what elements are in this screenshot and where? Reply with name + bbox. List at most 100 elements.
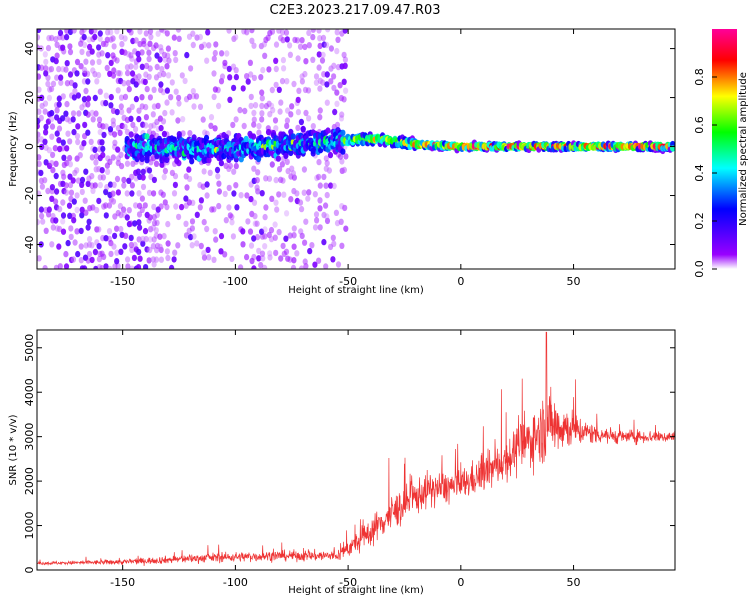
heatmap-cell (71, 198, 77, 205)
heatmap-cell (223, 217, 229, 224)
heatmap-cell (302, 239, 308, 246)
heatmap-cell (72, 169, 78, 177)
heatmap-cell (146, 73, 152, 81)
heatmap-cell (201, 218, 207, 226)
heatmap-cell (339, 158, 345, 165)
heatmap-cell (136, 115, 142, 123)
heatmap-cell (339, 111, 345, 118)
heatmap-cell (292, 36, 298, 44)
heatmap-cell (129, 265, 135, 269)
heatmap-cell (112, 213, 118, 220)
heatmap-cell (231, 84, 237, 92)
heatmap-cell (103, 202, 109, 209)
heatmap-cell (299, 265, 305, 269)
heatmap-cell (154, 153, 160, 160)
heatmap-cell (288, 111, 294, 118)
heatmap-cell (151, 261, 157, 268)
heatmap-cell (231, 190, 237, 197)
heatmap-cell (100, 151, 106, 159)
heatmap-cell (68, 189, 75, 196)
heatmap-cell (60, 115, 66, 122)
heatmap-cell (106, 228, 113, 235)
heatmap-cell (75, 177, 81, 184)
heatmap-cell (146, 257, 152, 264)
y-tick-label: 5000 (23, 334, 36, 362)
heatmap-cell (61, 173, 67, 180)
heatmap-cell (85, 101, 91, 108)
heatmap-cell (302, 70, 308, 78)
heatmap-cell (171, 256, 177, 263)
heatmap-cell (204, 181, 210, 188)
heatmap-cell (326, 167, 332, 174)
heatmap-cell (184, 184, 190, 191)
y-tick-label: 4000 (23, 378, 36, 406)
heatmap-cell (277, 166, 283, 173)
heatmap-cell (173, 88, 179, 95)
heatmap-cell (240, 228, 246, 235)
heatmap-cell (147, 65, 153, 72)
heatmap-cell (162, 56, 168, 63)
heatmap-cell (218, 159, 224, 167)
heatmap-cell (190, 41, 196, 49)
heatmap-cell (94, 206, 100, 214)
heatmap-cell (150, 224, 156, 231)
heatmap-cell (247, 59, 253, 66)
spectrogram-frame (36, 28, 676, 270)
heatmap-cell (284, 117, 290, 124)
heatmap-cell (180, 116, 186, 123)
heatmap-cell (139, 94, 145, 101)
heatmap-cell (70, 177, 76, 184)
heatmap-cell (299, 232, 305, 240)
heatmap-cell (111, 243, 117, 250)
heatmap-cell (209, 206, 215, 213)
heatmap-cell (151, 219, 158, 227)
heatmap-cell (92, 33, 98, 41)
heatmap-cell (43, 65, 49, 72)
heatmap-cell (83, 87, 89, 95)
heatmap-cell (324, 41, 330, 49)
heatmap-cell (316, 64, 322, 71)
heatmap-cell (129, 182, 135, 189)
heatmap-cell (172, 181, 178, 189)
heatmap-cell (42, 177, 48, 184)
heatmap-cell (201, 41, 207, 48)
heatmap-cell (65, 239, 71, 247)
heatmap-cell (121, 182, 127, 189)
y-tick-label: 3000 (23, 423, 36, 451)
heatmap-cell (38, 206, 45, 213)
heatmap-cell (151, 236, 157, 243)
heatmap-cell (158, 44, 164, 51)
heatmap-cell (118, 248, 124, 255)
heatmap-cell (154, 246, 160, 254)
heatmap-cell (191, 134, 197, 141)
heatmap-cell (226, 204, 232, 211)
heatmap-cell (103, 92, 109, 99)
heatmap-cell (63, 182, 69, 189)
heatmap-cell (321, 41, 327, 48)
heatmap-cell (133, 202, 139, 209)
heatmap-cell (74, 228, 80, 235)
heatmap-cell (130, 121, 136, 129)
spectrogram-panel: -150 -100 -50 0 50 -40 -20 0 20 40 Height of stra… (8, 28, 676, 296)
heatmap-cell (313, 79, 319, 86)
heatmap-cell (251, 42, 257, 49)
heatmap-cell (119, 108, 125, 116)
heatmap-cell (276, 228, 282, 236)
heatmap-cell (37, 131, 41, 138)
heatmap-cell (94, 226, 100, 233)
heatmap-cell (256, 129, 262, 136)
heatmap-cell (107, 265, 113, 269)
heatmap-cell (71, 128, 77, 136)
heatmap-cell (128, 29, 134, 36)
heatmap-cell (231, 35, 237, 42)
heatmap-cell (65, 130, 71, 137)
heatmap-cell (256, 122, 262, 130)
heatmap-cell (263, 102, 269, 110)
heatmap-cell (74, 70, 80, 77)
heatmap-cell (151, 86, 157, 94)
heatmap-cell (110, 198, 117, 205)
heatmap-cell (104, 64, 110, 72)
heatmap-cell (321, 238, 327, 246)
heatmap-cell (157, 71, 163, 79)
heatmap-cell (153, 42, 159, 49)
